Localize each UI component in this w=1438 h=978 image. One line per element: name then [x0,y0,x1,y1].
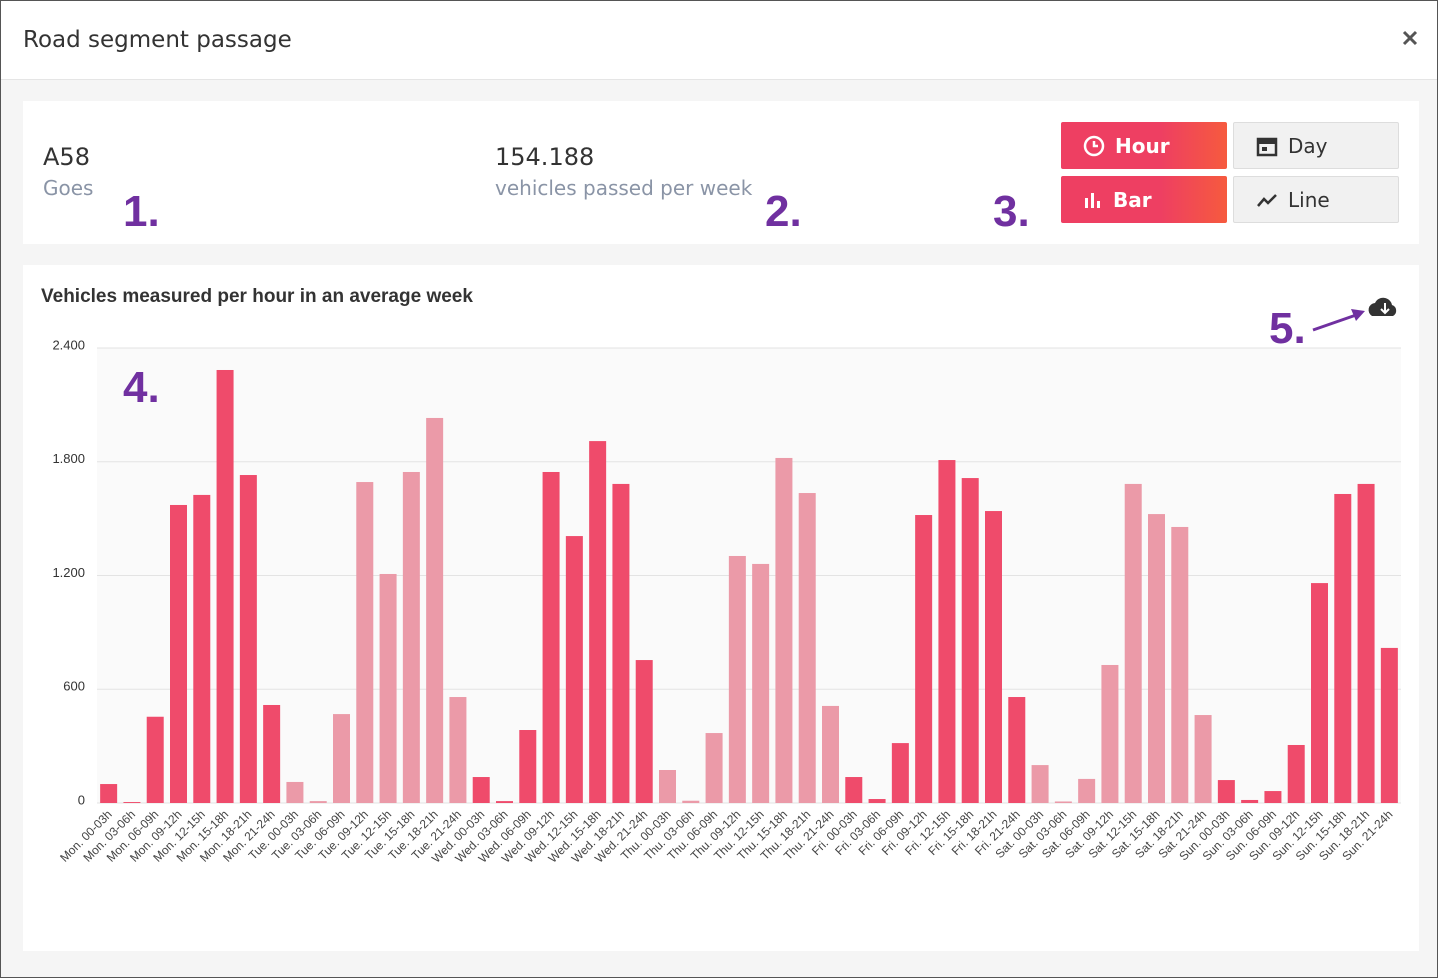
bar [146,716,164,803]
bar [1148,514,1165,803]
bar [1054,801,1072,803]
dialog-title: Road segment passage [23,27,292,53]
bar [426,417,444,803]
bar [1008,697,1026,803]
bar [333,714,350,803]
bar [1287,744,1305,803]
chart-title: Vehicles measured per hour in an average… [41,286,473,307]
download-button[interactable] [1368,297,1397,316]
bar [682,800,700,803]
bar [1334,493,1352,803]
bar [1101,664,1119,803]
line-icon [1257,193,1277,207]
direction: Goes [43,176,94,200]
button-label: Day [1288,133,1328,158]
y-tick-label: 0 [78,792,85,807]
bar [496,801,513,803]
bar [705,733,723,803]
bar [100,784,118,803]
bar [775,457,793,803]
bar [356,482,374,803]
annotation: 3. [993,187,1030,236]
bar [868,799,886,803]
bar [472,777,490,803]
bar [1217,780,1235,803]
chart-card: Vehicles measured per hour in an average… [23,265,1419,951]
bar [263,704,281,803]
bar-icon [1085,192,1100,208]
y-tick-label: 1.200 [52,565,85,580]
bar-button[interactable]: Bar [1061,176,1227,223]
bar [286,781,304,803]
bar [822,705,839,803]
button-label: Line [1288,187,1330,212]
bar [123,802,141,803]
bar [1078,778,1096,803]
bar [1311,583,1328,803]
bar [170,504,187,803]
chart: Vehicles measured per hour in an average… [41,286,1401,866]
bar [961,478,979,803]
bar [1194,715,1212,803]
road-name: A58 [43,143,90,171]
bar [798,493,816,803]
bar [845,777,863,803]
annotation: 2. [765,187,802,236]
bar [1124,483,1142,803]
bar [659,770,676,803]
bar [309,801,327,803]
bar [752,563,770,803]
bar [1357,483,1375,803]
vehicle-count: 154.188 [495,143,595,171]
dialog-header: Road segment passage [1,1,1437,80]
count-label: vehicles passed per week [495,176,753,200]
bar [891,743,909,803]
bar [193,494,211,803]
bar [915,515,933,803]
bar [379,573,397,803]
bar [519,730,537,803]
calendar-icon [1256,137,1278,156]
bar [938,460,956,803]
clock-icon [1083,135,1105,156]
close-button[interactable] [1401,29,1419,47]
bar [1380,647,1398,803]
bar [565,536,583,803]
hour-button[interactable]: Hour [1061,122,1227,169]
bar [402,471,420,803]
button-label: Hour [1115,133,1170,158]
annotation: 4. [123,363,160,412]
bar [589,441,607,803]
bar [239,475,257,803]
y-tick-label: 2.400 [52,337,85,352]
bar [542,471,560,803]
y-tick-label: 600 [63,679,85,694]
bar [1031,765,1049,803]
bar [1241,799,1259,803]
annotation: 5. [1269,304,1306,353]
button-label: Bar [1113,187,1152,212]
annotation-arrowhead [1351,309,1365,321]
bar [635,660,653,803]
bar [216,369,234,803]
bar [1264,791,1282,803]
line-button[interactable]: Line [1233,176,1399,223]
bar [1171,526,1189,803]
bar [728,555,746,803]
bar [449,697,467,803]
y-tick-label: 1.800 [52,451,85,466]
bar [985,511,1002,803]
bar [612,483,630,803]
day-button[interactable]: Day [1233,122,1399,169]
annotation: 1. [123,187,160,236]
summary-card: A58 Goes 154.188 vehicles passed per wee… [23,101,1419,244]
annotation-arrow [1312,312,1360,332]
